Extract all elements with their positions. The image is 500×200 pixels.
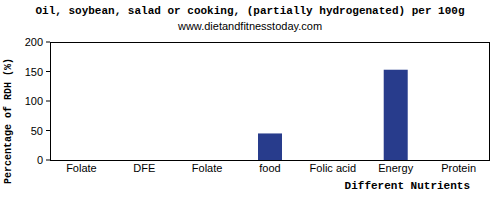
bars [258, 70, 408, 160]
y-tick [46, 42, 50, 43]
chart-svg: Oil, soybean, salad or cooking, (partial… [0, 0, 500, 200]
title: Oil, soybean, salad or cooking, (partial… [35, 5, 464, 17]
y-tick [46, 71, 50, 72]
plot-frame [51, 43, 490, 161]
x-axis-label: Different Nutrients [345, 180, 470, 192]
bar [69, 160, 93, 161]
bar [321, 160, 345, 161]
chart-container: Oil, soybean, salad or cooking, (partial… [0, 0, 500, 200]
x-tick-label: Folate [66, 162, 97, 174]
bar [447, 160, 471, 161]
y-tick-label: 150 [25, 66, 43, 78]
x-tick-label: Folic acid [310, 162, 356, 174]
bar [132, 160, 156, 161]
subtitle: www.dietandfitnesstoday.com [177, 20, 322, 32]
x-tick-label: Protein [441, 162, 476, 174]
bar [258, 133, 282, 160]
x-tick-label: Energy [378, 162, 413, 174]
x-tick-label: DFE [133, 162, 155, 174]
y-axis-label: Percentage of RDH (%) [3, 58, 14, 184]
y-tick-label: 0 [37, 154, 43, 166]
x-tick-label: food [259, 162, 280, 174]
y-tick-label: 100 [25, 95, 43, 107]
x-tick-label: Folate [192, 162, 223, 174]
y-tick-label: 200 [25, 36, 43, 48]
y-tick [46, 130, 50, 131]
bar [195, 160, 219, 161]
y-tick-label: 50 [31, 125, 43, 137]
y-tick [46, 101, 50, 102]
bar [384, 70, 408, 160]
y-tick [46, 160, 50, 161]
